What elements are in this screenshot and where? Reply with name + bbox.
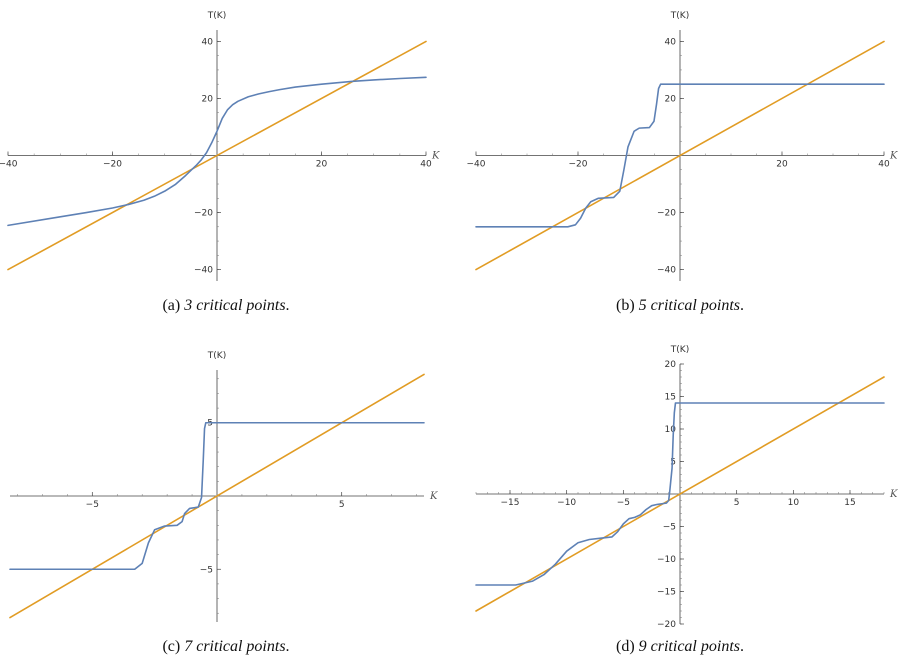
y-tick-label: 20 (665, 94, 677, 104)
series-line-t-of-k (475, 83, 885, 228)
x-tick-label: 40 (878, 160, 890, 170)
panel-c: −5 5 −5 5 T(K) K (9, 351, 438, 622)
y-tick-label: −40 (657, 266, 676, 276)
series-line-t-of-k (9, 421, 425, 571)
x-tick-label: −5 (617, 498, 630, 508)
x-axis-label: K (429, 491, 438, 502)
y-tick-label: 5 (670, 458, 676, 468)
y-tick-label: −10 (657, 555, 676, 565)
y-tick-label: −20 (194, 209, 213, 219)
y-tick-label: −5 (663, 523, 676, 533)
x-tick-label: 5 (339, 500, 345, 510)
x-tick-label: −10 (557, 498, 576, 508)
caption-a: (a) 3 critical points. (162, 297, 289, 314)
x-tick-label: 10 (788, 498, 800, 508)
y-tick-label: 20 (202, 94, 214, 104)
y-axis-label: T(K) (207, 11, 226, 21)
series-line-identity (475, 40, 885, 271)
y-tick-label: 40 (202, 37, 214, 47)
panel-d: −15 −10 −5 5 10 15 −20 −15 −10 −5 5 10 15 20 T(K) K (475, 345, 898, 630)
x-tick-label: −40 (0, 160, 18, 170)
caption-d: (d) 9 critical points. (616, 638, 744, 655)
x-tick-label: 15 (844, 498, 855, 508)
y-tick-label: −20 (657, 209, 676, 219)
panel-a: −40 −20 20 40 −40 −20 20 40 T(K) K (0, 11, 440, 281)
y-tick-label: −20 (657, 620, 676, 630)
y-tick-label: −5 (200, 565, 213, 575)
series-line-identity (7, 40, 427, 271)
x-axis-label: K (889, 151, 898, 162)
x-tick-label: −20 (103, 160, 122, 170)
caption-c: (c) 7 critical points. (162, 638, 289, 655)
series-line-t-of-k (475, 402, 885, 586)
x-axis-label: K (889, 489, 898, 500)
x-tick-label: −15 (501, 498, 520, 508)
y-tick-label: −40 (194, 266, 213, 276)
y-tick-label: 10 (665, 425, 677, 435)
panel-b: −40 −20 20 40 −40 −20 20 40 T(K) K (467, 11, 898, 281)
y-tick-label: 15 (665, 393, 676, 403)
y-tick-label: 20 (665, 360, 677, 370)
x-tick-label: −40 (467, 160, 486, 170)
series-line-identity (9, 373, 425, 619)
y-tick-label: 5 (207, 419, 213, 429)
x-tick-label: 20 (776, 160, 788, 170)
y-axis-label: T(K) (670, 11, 689, 21)
series-line-identity (475, 376, 885, 612)
y-axis-label: T(K) (670, 345, 689, 355)
caption-b: (b) 5 critical points. (616, 297, 744, 314)
x-tick-label: 5 (734, 498, 740, 508)
y-axis-label: T(K) (207, 351, 226, 361)
x-tick-label: 20 (316, 160, 328, 170)
x-tick-label: −20 (569, 160, 588, 170)
x-tick-label: 40 (420, 160, 432, 170)
y-tick-label: 40 (665, 37, 677, 47)
x-tick-label: −5 (86, 500, 99, 510)
series-line-t-of-k (7, 76, 427, 227)
x-axis-label: K (431, 151, 440, 162)
y-tick-label: −15 (657, 588, 676, 598)
